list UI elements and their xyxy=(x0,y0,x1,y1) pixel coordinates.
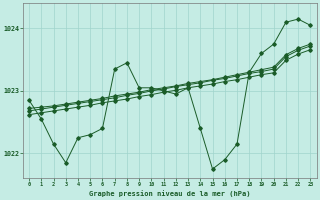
X-axis label: Graphe pression niveau de la mer (hPa): Graphe pression niveau de la mer (hPa) xyxy=(89,190,251,197)
